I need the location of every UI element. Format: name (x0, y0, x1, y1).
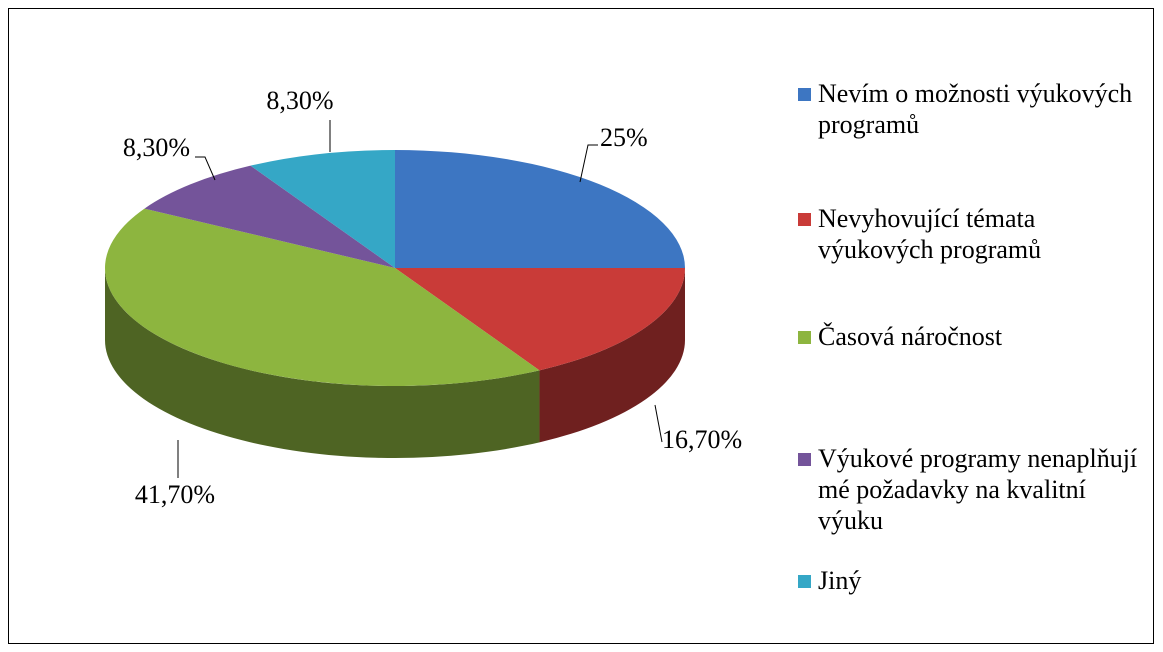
slice-side (539, 268, 685, 443)
legend-label: Výukové programy nenaplňují mé požadavky… (818, 444, 1138, 535)
slice-side (105, 268, 540, 458)
legend-swatch (798, 453, 811, 466)
slice (250, 150, 395, 268)
leader-line (579, 144, 598, 183)
legend-item: Výukové programy nenaplňují mé požadavky… (798, 443, 1143, 536)
legend-label: Nevím o možnosti výukových programů (818, 79, 1133, 139)
leader-line (195, 156, 216, 181)
slice (104, 208, 540, 386)
chart-frame (8, 8, 1154, 644)
legend-item: Jiný (798, 565, 1143, 596)
legend-swatch (798, 331, 811, 344)
slice (144, 165, 395, 268)
data-label: 41,70% (135, 480, 215, 509)
data-label: 8,30% (123, 133, 190, 162)
legend-swatch (798, 575, 811, 588)
slice (395, 150, 685, 268)
legend-item: Nevyhovující témata výukových programů (798, 203, 1143, 265)
data-label: 16,70% (662, 425, 742, 454)
legend-label: Časová náročnost (818, 322, 1003, 351)
data-label: 25% (600, 123, 648, 152)
leader-line (654, 404, 663, 443)
legend-item: Nevím o možnosti výukových programů (798, 78, 1143, 140)
legend-swatch (798, 88, 811, 101)
slice (395, 268, 685, 371)
data-label: 8,30% (266, 86, 333, 115)
legend-swatch (798, 213, 811, 226)
legend-item: Časová náročnost (798, 321, 1143, 352)
legend-label: Nevyhovující témata výukových programů (818, 204, 1042, 264)
legend-label: Jiný (818, 566, 862, 595)
